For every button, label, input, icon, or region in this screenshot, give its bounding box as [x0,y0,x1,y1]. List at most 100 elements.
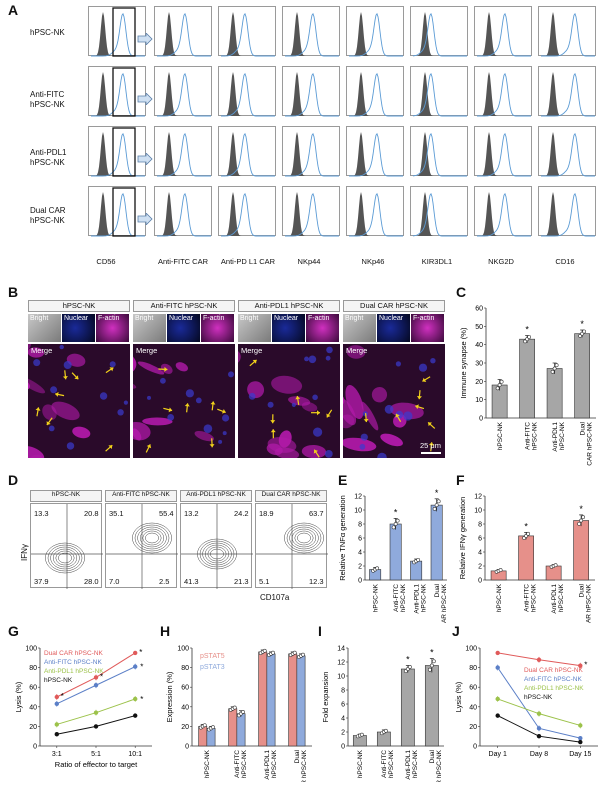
synapse-arrow-icon [249,359,257,367]
panel-label-j: J [452,623,460,639]
isotype-peak [157,192,211,236]
y-tick-label: 80 [469,665,477,672]
series-point [536,726,542,731]
bar [288,653,298,747]
marker-curve [477,192,531,237]
marker-curve [541,192,595,237]
bar [400,668,415,747]
isotype-peak [285,72,339,116]
merge-label: Merge [346,346,368,355]
histogram-r3-c4 [282,126,340,177]
significance-star: * [524,521,528,531]
marker-curve [349,132,403,177]
contour-ring [210,548,224,560]
y-tick-label: 60 [469,685,477,692]
micrograph-sublabel: Bright [240,315,259,322]
category-label: Anti-FITChPSC-NK [393,583,407,612]
category-label: DualCAR hPSC-NK [578,583,592,623]
micrograph-sublabel: Nuclear [379,315,404,322]
synapse-arrow-icon [270,429,276,439]
row-label-anti-fitc: Anti-FITC hPSC-NK [30,90,65,109]
bar [296,655,306,747]
category-label: DualCAR hPSC-NK [434,583,448,623]
data-point [552,366,557,371]
y-axis-label: Fold expansion [321,672,330,723]
data-point [232,705,237,710]
y-tick-label: 0 [358,578,362,585]
category-label: hPSC-NK [357,749,364,778]
quadrant-value: 12.3 [309,577,324,586]
isotype-peak [477,12,531,56]
marker-curve [285,192,339,237]
merge-label: Merge [136,346,158,355]
series-point [578,663,583,668]
bar [389,523,402,581]
significance-star: * [61,692,64,701]
merge-label: Merge [241,346,263,355]
panel-i-fold-expansion-chart: 0 2 4 6 8 10 12 14 Fold expansion * * hPSC-NK Anti-F… [321,646,444,782]
isotype-peak [349,132,403,176]
histogram-r3-c6 [410,126,468,177]
contour-ring [58,552,72,564]
micrograph-merge-4: Merge 25 μm [343,344,445,458]
synapse-arrow-icon [46,417,53,426]
marker-curve [412,132,467,177]
micrograph-factin-2: F-actin [201,314,234,342]
significance-star: * [584,661,587,670]
histogram-r2-c6 [410,66,468,117]
histogram-r3-c3 [218,126,276,177]
micrograph-sublabel: Nuclear [274,315,299,322]
col-label-nkp46: NKp46 [361,257,385,266]
synapse-arrow-icon [105,444,113,452]
y-tick-label: 12 [474,494,482,501]
category-label: hPSC-NK [497,421,504,450]
y-tick-label: 4 [341,716,345,723]
y-tick-label: 12 [354,494,362,501]
histogram-r2-c5 [346,66,404,117]
quadrant-value: 63.7 [309,509,324,518]
y-tick-label: 20 [469,724,477,731]
isotype-peak [413,132,467,176]
col-label-cd56: CD56 [96,257,116,266]
category-label: DualCAR hPSC-NK [579,421,593,465]
y-tick-label: 50 [475,324,483,331]
histogram-r1-c7 [474,6,532,57]
synapse-arrow-icon [209,438,215,448]
contour-ring [284,522,324,554]
col-label-kir3dl1: KIR3DL1 [421,257,453,266]
quadrant-value: 37.9 [34,577,49,586]
x-tick-label: 3:1 [52,751,62,758]
data-point [262,648,267,653]
histogram-r4-c5 [346,186,404,237]
isotype-peak [91,12,145,56]
data-point [383,728,388,733]
contour-ring [294,530,314,546]
x-tick-label: Day 1 [489,751,507,758]
data-point [498,568,503,572]
y-tick-label: 4 [478,550,482,557]
isotype-peak [285,192,339,236]
y-tick-label: 60 [475,306,483,313]
histogram-r3-c1 [88,126,146,177]
data-point [499,379,504,384]
legend-entry: hPSC-NK [524,694,553,701]
synapse-arrow-icon [295,395,301,405]
significance-star: * [394,507,398,517]
y-tick-label: 4 [358,550,362,557]
significance-star: * [100,672,103,681]
micrograph-title-2: Anti-FITC hPSC-NK [133,300,235,312]
y-tick-label: 10 [474,508,482,515]
histogram-r4-c2 [154,186,212,237]
histogram-r4-c4 [282,186,340,237]
axis-label-ifng: IFNγ [19,544,29,561]
marker-curve [91,132,145,177]
series-point [54,722,59,727]
contour-ring [45,542,85,574]
bar [545,565,562,581]
dotplot-1: 13.3 20.8 37.9 28.0 [30,503,103,589]
micrograph-title-1: hPSC-NK [28,300,130,312]
data-point [395,518,400,523]
data-point [407,664,412,669]
y-axis-label: Expression (%) [165,671,174,722]
data-point [527,335,532,339]
